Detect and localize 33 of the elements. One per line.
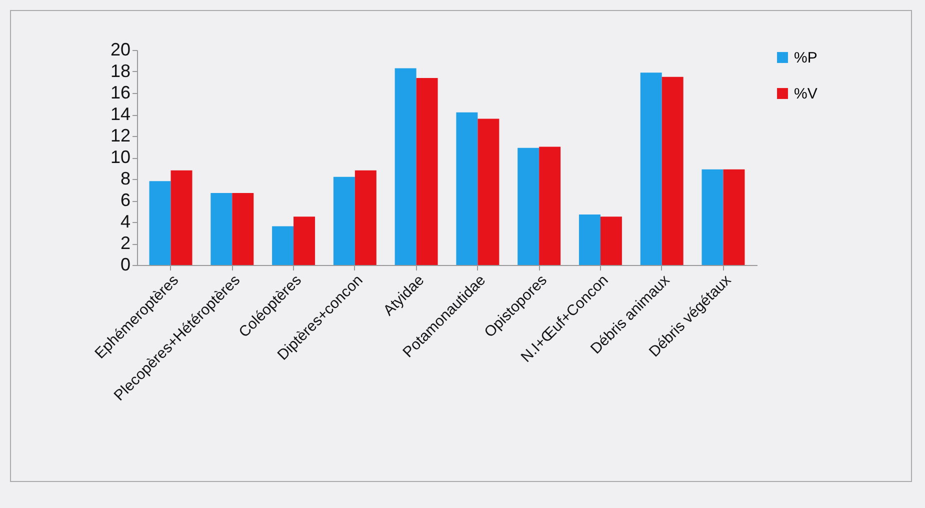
bar: [456, 112, 478, 265]
bar: [578, 214, 600, 265]
bar: [354, 170, 376, 265]
legend-label: %P: [794, 50, 818, 66]
y-tick-label: 20: [110, 40, 130, 60]
y-tick-label: 18: [110, 61, 130, 81]
bar: [416, 78, 438, 265]
bar: [232, 192, 254, 265]
y-tick-label: 8: [120, 168, 130, 188]
bar: [149, 181, 171, 265]
y-tick-label: 10: [110, 147, 130, 167]
bar: [333, 176, 355, 265]
bar: [723, 169, 745, 265]
bar: [272, 226, 294, 265]
bar: [210, 192, 232, 265]
bar: [394, 68, 416, 265]
bar: [170, 170, 192, 265]
y-tick-label: 12: [110, 126, 130, 146]
bar: [478, 118, 500, 265]
bar: [539, 146, 561, 265]
bar: [640, 72, 662, 265]
legend-label: %V: [794, 86, 818, 102]
y-tick-label: 2: [120, 233, 130, 253]
y-tick-label: 16: [110, 82, 130, 102]
bar: [294, 216, 316, 265]
bar: [702, 169, 724, 265]
bar: [662, 76, 684, 265]
y-tick-label: 0: [120, 254, 130, 274]
bar: [518, 148, 540, 265]
y-tick-label: 14: [110, 104, 130, 124]
y-tick-label: 6: [120, 190, 130, 210]
bar: [600, 216, 622, 265]
y-tick-label: 4: [120, 212, 130, 232]
